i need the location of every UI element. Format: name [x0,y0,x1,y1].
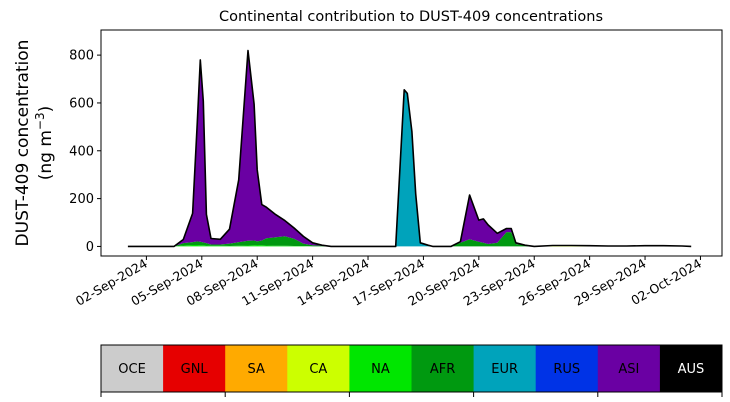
legend-label-afr: AFR [430,362,455,377]
y-tick-label: 200 [69,192,94,207]
area-na [127,245,692,247]
y-axis: 0 200 400 600 800 [69,49,101,255]
y-tick-label: 0 [86,240,94,255]
legend-label-asi: ASI [618,362,639,377]
legend-label-aus: AUS [678,362,705,377]
chart-title: Continental contribution to DUST-409 con… [219,9,603,25]
legend-swatch-rus [535,345,599,392]
legend-label-gnl: GNL [181,362,209,377]
legend-swatch-asi [597,345,661,392]
legend-swatch-oce [101,345,164,392]
legend-label-rus: RUS [553,362,580,377]
total-line [127,49,692,248]
legend-swatch-gnl [163,345,226,392]
legend-colorbar: OCE GNL SA CA NA AFR EUR RUS ASI AUS [100,344,723,397]
legend-frame [100,344,723,393]
legend-swatch-sa [225,345,288,392]
area-eur [127,89,692,247]
plot-area [127,49,692,248]
y-tick-label: 800 [69,49,94,64]
y-tick-label: 400 [69,144,94,159]
legend-swatch-afr [411,345,475,392]
x-axis: 02-Sep-202405-Sep-202408-Sep-202411-Sep-… [73,256,704,309]
y-axis-label-line2: (ng m−3) [33,106,56,181]
legend-swatch-ca [287,345,350,392]
y-tick-label: 600 [69,96,94,111]
legend-label-eur: EUR [491,362,518,377]
legend-label-sa: SA [248,362,265,377]
legend-swatch-eur [473,345,537,392]
area-afr [127,232,692,247]
legend-swatch-na [349,345,412,392]
legend-swatch-aus [659,345,723,392]
legend-label-ca: CA [309,362,327,377]
plot-frame [100,29,723,257]
y-axis-label-line1: DUST-409 concentration [13,40,33,247]
legend-label-na: NA [371,362,390,377]
legend-label-oce: OCE [118,362,146,377]
y-axis-label: DUST-409 concentration (ng m−3) [13,40,56,247]
